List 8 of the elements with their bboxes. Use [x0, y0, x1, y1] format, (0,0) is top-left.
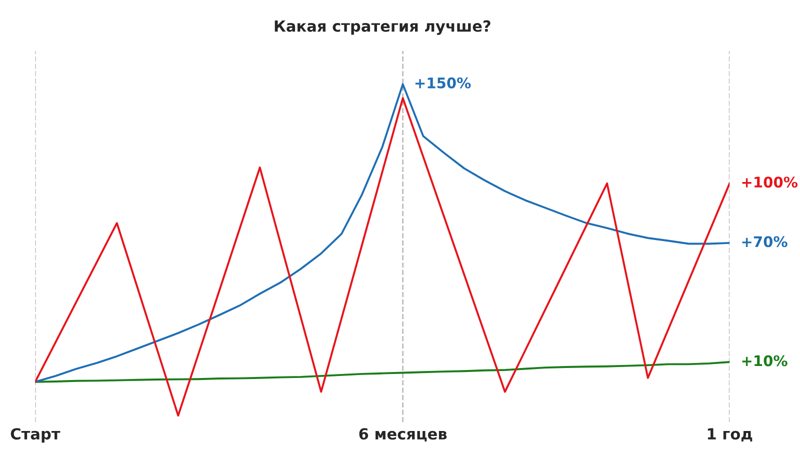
x-tick-label: 1 год: [708, 428, 752, 442]
x-tick-label: 6 месяцев: [359, 428, 447, 442]
data-label: +10%: [742, 355, 788, 366]
data-label: +150%: [415, 77, 471, 88]
x-tick-label: Старт: [10, 428, 60, 443]
data-label: +100%: [742, 176, 798, 188]
chart-title: Какая стратегия лучше?: [274, 20, 490, 35]
data-label: +70%: [742, 236, 788, 248]
